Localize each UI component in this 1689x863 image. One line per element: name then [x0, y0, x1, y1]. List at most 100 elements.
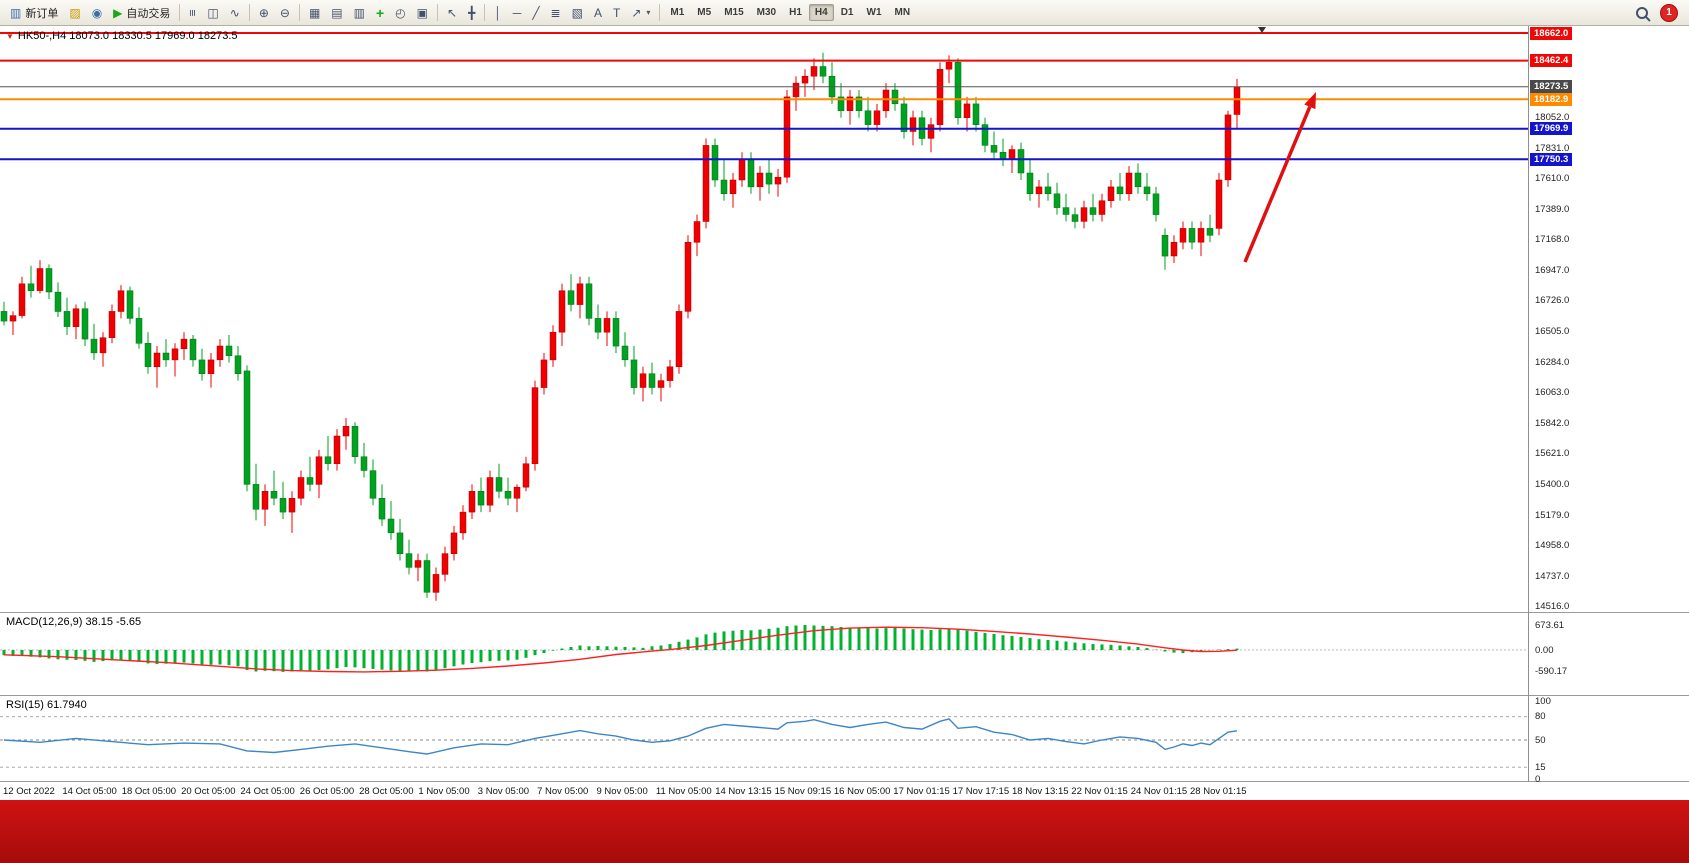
candle [378, 498, 386, 520]
candle [513, 486, 521, 499]
price-tick-label: 17389.0 [1535, 203, 1570, 215]
bar-chart-icon: ≡ [185, 8, 200, 17]
vertical-line-button[interactable]: │ [489, 2, 507, 24]
chart-candles-button[interactable]: ◫ [202, 2, 223, 24]
candle [153, 352, 161, 368]
candle [225, 345, 233, 356]
macd-chart-canvas[interactable] [0, 613, 1689, 695]
candle [414, 560, 422, 568]
candle [324, 456, 332, 464]
date-tick-label: 16 Nov 05:00 [833, 786, 891, 797]
notification-badge[interactable]: 1 [1660, 3, 1678, 22]
rsi-pane[interactable] [0, 696, 1689, 781]
cascade-windows-icon: ▤ [331, 5, 343, 20]
candle [819, 66, 827, 77]
fibonacci-button[interactable]: ≣ [546, 2, 566, 24]
indicators-button[interactable]: + [371, 2, 389, 24]
timeframe-mn-button[interactable]: MN [894, 7, 911, 18]
candle [1026, 172, 1034, 195]
price-tick-label: 15842.0 [1535, 417, 1570, 429]
text-button[interactable]: A [589, 2, 607, 24]
timeframe-h1-button[interactable]: H1 [789, 7, 802, 18]
level-price-badge: 17750.3 [1530, 152, 1573, 166]
fibonacci-icon: ≣ [550, 5, 561, 20]
date-tick-label: 18 Nov 13:15 [1012, 786, 1069, 797]
candle [1080, 207, 1088, 222]
candle [594, 318, 602, 333]
candle [468, 491, 476, 513]
zoom-out-button[interactable]: ⊖ [275, 2, 295, 24]
new-order-button[interactable]: ▥ 新订单 [5, 2, 63, 24]
pane-separator[interactable] [0, 695, 1689, 696]
candle [792, 82, 800, 98]
candle [531, 387, 539, 464]
arrange-windows-icon: ▥ [353, 5, 365, 20]
main-chart-pane[interactable] [0, 26, 1689, 612]
profiles-button[interactable]: ▨ [64, 2, 85, 24]
date-tick-label: 7 Nov 05:00 [537, 786, 589, 797]
candle [1215, 179, 1223, 229]
chart-bars-button[interactable]: ≡ [184, 2, 201, 24]
macd-pane[interactable] [0, 613, 1689, 695]
timeframe-m5-button[interactable]: M5 [697, 7, 712, 18]
market-watch-button[interactable]: ◉ [87, 2, 107, 24]
periods-button[interactable]: ◴ [390, 2, 410, 24]
date-tick-label: 24 Oct 05:00 [240, 786, 295, 797]
candle [36, 268, 44, 291]
timeframe-m15-button[interactable]: M15 [724, 7, 744, 18]
crosshair-button[interactable]: ╋ [463, 2, 480, 24]
templates-button[interactable]: ▣ [412, 2, 433, 24]
candle [549, 331, 557, 361]
candle [486, 477, 494, 506]
shapes-icon: ▧ [571, 5, 583, 20]
arrange-windows-button[interactable]: ▥ [349, 2, 370, 24]
price-tick-label: 16726.0 [1535, 295, 1570, 307]
auto-trading-label: 自动交易 [126, 7, 171, 20]
text-label-button[interactable]: T [608, 2, 625, 24]
price-tick-label: 17831.0 [1535, 142, 1570, 154]
shapes-button[interactable]: ▧ [567, 2, 588, 24]
time-axis[interactable]: 12 Oct 2022 14 Oct 05:00 18 Oct 05:00 20 Oc… [0, 782, 1689, 800]
pane-separator[interactable] [0, 612, 1689, 613]
candlestick-chart-canvas[interactable] [0, 26, 1689, 612]
candle [675, 311, 683, 368]
candle [945, 62, 953, 70]
toolbar-separator [484, 4, 486, 21]
candle [126, 290, 134, 319]
timeframe-h4-button[interactable]: H4 [808, 4, 834, 21]
candle [351, 426, 359, 457]
search-button[interactable] [1631, 2, 1659, 24]
timeframe-m1-button[interactable]: M1 [670, 7, 685, 18]
auto-trading-button[interactable]: ▶ 自动交易 [108, 2, 175, 24]
cursor-button[interactable]: ↖ [442, 2, 462, 24]
candle [315, 456, 323, 485]
templates-icon: ▣ [416, 5, 428, 20]
cursor-icon: ↖ [447, 5, 458, 20]
candle [9, 315, 17, 322]
zoom-in-button[interactable]: ⊕ [254, 2, 274, 24]
vertical-line-icon: │ [494, 5, 502, 20]
tile-windows-icon: ▦ [308, 5, 321, 20]
timeframe-d1-button[interactable]: D1 [840, 7, 854, 18]
level-price-badge: 17969.9 [1530, 122, 1573, 136]
date-tick-label: 28 Nov 01:15 [1190, 786, 1247, 797]
rsi-chart-canvas[interactable] [0, 696, 1689, 781]
arrow-tools-icon: ↗ [631, 5, 642, 20]
candle [1161, 235, 1169, 257]
date-tick-label: 17 Nov 01:15 [893, 786, 950, 797]
timeframe-m30-button[interactable]: M30 [756, 7, 777, 18]
candle [81, 308, 89, 340]
candle [765, 172, 773, 185]
price-tick-label: 15400.0 [1535, 478, 1570, 490]
candle [972, 103, 980, 125]
trendline-button[interactable]: ╱ [527, 2, 544, 24]
chart-line-button[interactable]: ∿ [225, 2, 245, 24]
timeframe-w1-button[interactable]: W1 [866, 7, 882, 18]
candle [612, 318, 620, 347]
tile-windows-button[interactable]: ▦ [304, 2, 325, 24]
candle [720, 179, 728, 195]
horizontal-line-button[interactable]: ─ [508, 2, 527, 24]
toolbar-buttons: ▥ 新订单 ▨ ◉ ▶ 自动交易 ≡ ◫ ∿ ⊕ ⊖ ▦ ▤ ▥ + ◴ ▣ ↖ ╋ │ ─ ╱ ≣ ▧ A T ↗ ▾ [5, 2, 663, 24]
arrow-tools-button[interactable]: ↗ ▾ [626, 2, 655, 24]
cascade-windows-button[interactable]: ▤ [326, 2, 347, 24]
